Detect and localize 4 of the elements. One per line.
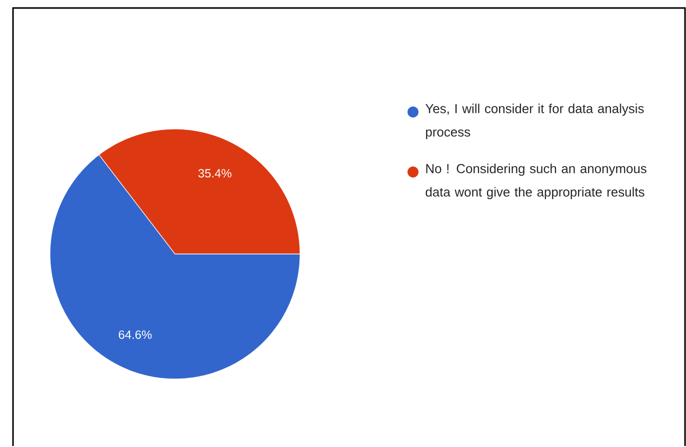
- legend-label: No ! Considering such an anonymous data wont give the appropriate results: [426, 164, 646, 200]
- data-label: 35.4%: [198, 169, 232, 178]
- data-label: 64.6%: [118, 330, 152, 340]
- legend-label: Yes, I will consider it for data analysis process: [425, 104, 644, 140]
